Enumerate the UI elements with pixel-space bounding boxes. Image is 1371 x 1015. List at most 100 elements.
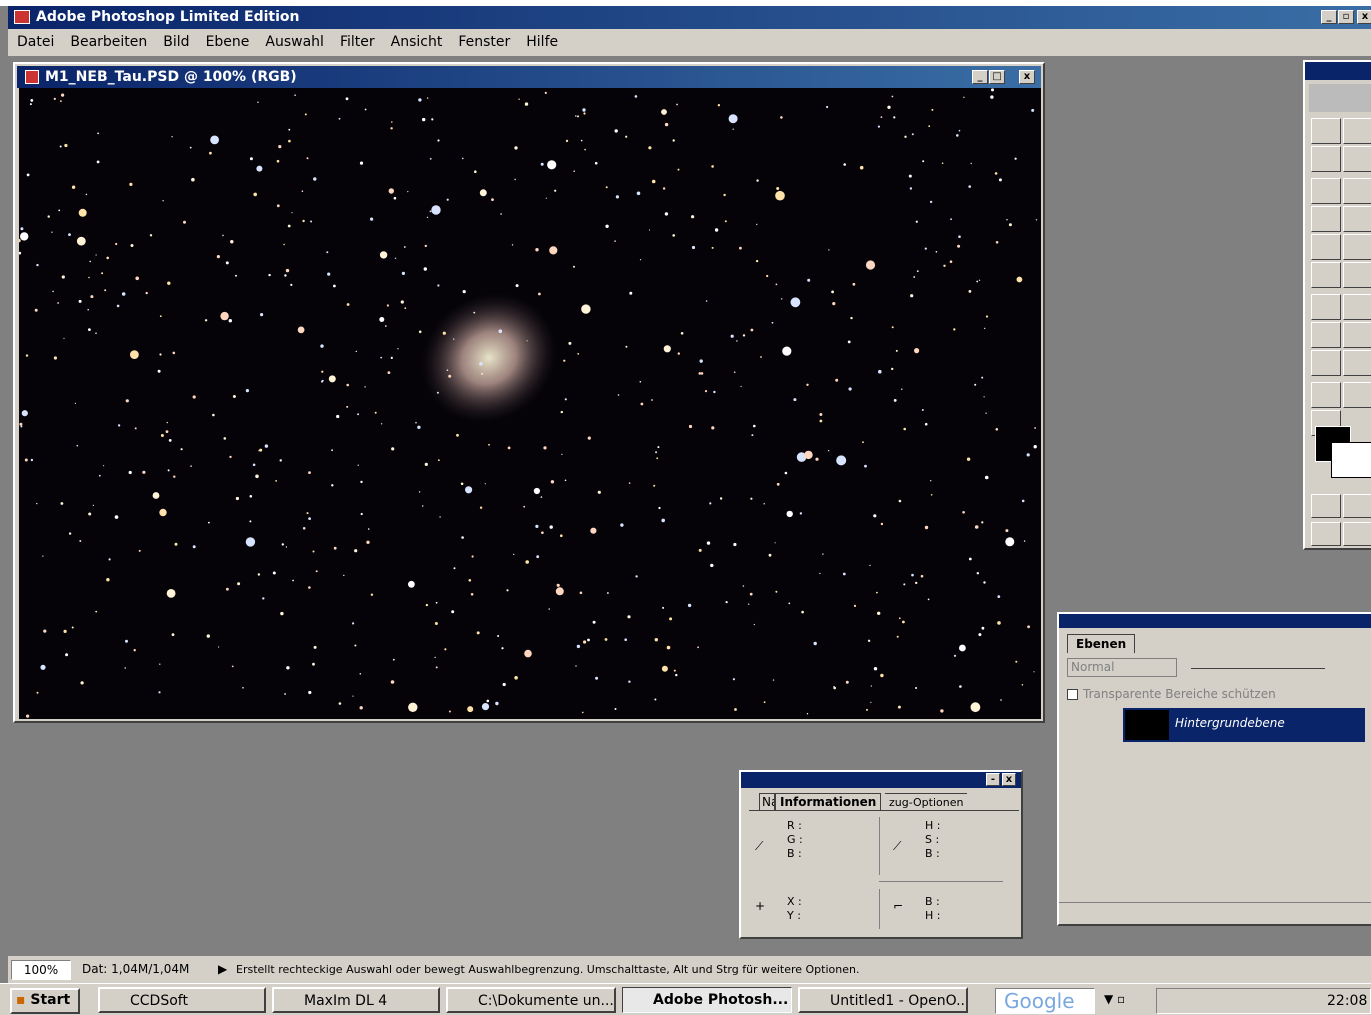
menu-item[interactable]: Hilfe [526,34,558,50]
tool-button[interactable] [1311,262,1341,288]
star [878,370,882,374]
star [193,545,196,548]
options-tab[interactable]: zug-Optionen [885,793,967,811]
start-button[interactable]: ▪ Start [10,988,80,1014]
lock-label: Transparente Bereiche schützen [1083,687,1276,701]
task-button[interactable]: C:\Dokumente un... [446,987,616,1013]
star [1005,529,1008,532]
tool-button[interactable] [1343,146,1371,172]
star [364,386,365,387]
tool-button[interactable] [1343,382,1371,408]
tool-button[interactable] [1343,178,1371,204]
toolbox-title-bar [1305,62,1371,80]
star [146,292,148,294]
star [986,315,988,317]
star [849,387,852,390]
tool-button[interactable] [1343,206,1371,232]
blend-mode-dropdown[interactable]: Normal [1067,658,1177,677]
doc-close[interactable]: x [1019,70,1035,84]
mode-button[interactable] [1311,522,1341,546]
background-color[interactable] [1331,442,1371,478]
star [64,630,67,633]
star [431,205,440,214]
star [125,640,128,643]
star [333,285,336,288]
menu-item[interactable]: Bearbeiten [70,34,147,50]
lock-checkbox[interactable] [1067,689,1078,700]
star [922,409,924,411]
tool-button[interactable] [1311,350,1341,376]
tool-button[interactable] [1343,322,1371,348]
star [171,136,172,137]
star [655,451,657,453]
navigator-tab[interactable]: Na [759,793,775,811]
tool-button[interactable] [1343,350,1371,376]
star [60,100,62,102]
star [360,673,362,675]
tool-button[interactable] [1311,178,1341,204]
info-tab[interactable]: Informationen [775,793,881,810]
star [265,444,268,447]
tool-button[interactable] [1311,322,1341,348]
layers-tab[interactable]: Ebenen [1067,634,1135,653]
star [292,580,294,582]
star [707,541,710,544]
close-button[interactable]: x [1357,10,1371,24]
restore-button[interactable]: ▫ [1338,10,1354,24]
star [242,687,244,689]
star [897,636,899,638]
info-label: H : [925,909,940,923]
star [615,129,618,132]
task-button[interactable]: Adobe Photosh... [622,987,792,1013]
tool-button[interactable] [1311,294,1341,320]
star [1024,540,1025,541]
star [321,371,323,373]
mode-button[interactable] [1311,494,1341,518]
layer-row[interactable]: Hintergrundebene [1063,708,1365,742]
info-minimize[interactable]: - [986,773,1000,786]
minimize-button[interactable]: _ [1321,10,1337,24]
star [427,97,428,98]
doc-size[interactable]: Dat: 1,04M/1,04M [82,962,189,976]
mode-button[interactable] [1343,522,1371,546]
menu-item[interactable]: Auswahl [265,34,324,50]
star [312,663,315,666]
menu-item[interactable]: Ebene [206,34,250,50]
tool-button[interactable] [1311,382,1341,408]
menu-item[interactable]: Filter [340,34,375,50]
star [393,659,395,661]
tool-button[interactable] [1343,118,1371,144]
task-button[interactable]: MaxIm DL 4 [272,987,440,1013]
task-button[interactable]: Untitled1 - OpenO... [798,987,968,1013]
tool-button[interactable] [1343,262,1371,288]
star [394,197,397,200]
info-close[interactable]: x [1002,773,1016,786]
menu-item[interactable]: Ansicht [391,34,443,50]
doc-maximize[interactable]: □ [989,70,1005,84]
star [308,517,311,520]
star [637,192,641,196]
zoom-field[interactable]: 100% [11,960,71,980]
tool-button[interactable] [1311,118,1341,144]
tool-button[interactable] [1343,294,1371,320]
star [912,133,914,135]
star [959,685,962,688]
mode-button[interactable] [1343,494,1371,518]
task-button[interactable]: CCDSoft [98,987,266,1013]
tool-button[interactable] [1311,206,1341,232]
menu-item[interactable]: Bild [163,34,189,50]
tool-button[interactable] [1311,146,1341,172]
tool-button[interactable] [1311,234,1341,260]
star [734,371,736,373]
star [77,237,86,246]
search-controls[interactable]: ▼ ▫ [1104,992,1125,1006]
search-box[interactable]: Google [995,988,1095,1014]
tool-button[interactable] [1343,234,1371,260]
doc-minimize[interactable]: _ [972,70,988,84]
menu-item[interactable]: Datei [17,34,54,50]
star [922,160,924,162]
star [950,218,952,220]
menu-item[interactable]: Fenster [458,34,510,50]
status-arrow[interactable]: ▶ [218,962,227,976]
star [314,646,317,649]
